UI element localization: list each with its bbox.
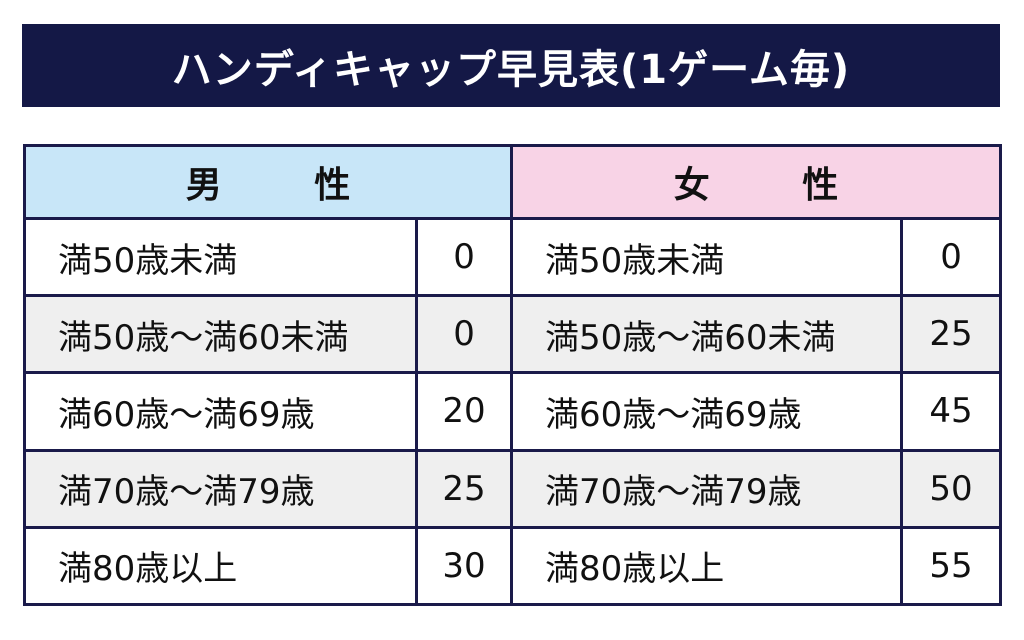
- female-handicap-value: 50: [900, 448, 1003, 529]
- table-row: 満70歳～満79歳 25 満70歳～満79歳 50: [23, 448, 1003, 529]
- female-age-label: 満60歳～満69歳: [510, 371, 904, 452]
- female-handicap-value: 55: [900, 525, 1003, 607]
- male-age-label: 満60歳～満69歳: [23, 371, 418, 452]
- male-handicap-value: 30: [414, 525, 514, 607]
- male-header: 男 性: [22, 144, 514, 220]
- table-row: 満50歳～満60未満 0 満50歳～満60未満 25: [23, 294, 1003, 375]
- male-handicap-value: 0: [414, 294, 514, 375]
- page-title: ハンディキャップ早見表(1ゲーム毎): [22, 24, 1000, 107]
- male-age-label: 満70歳～満79歳: [23, 448, 418, 529]
- female-handicap-value: 0: [900, 216, 1003, 298]
- female-handicap-value: 45: [900, 371, 1003, 452]
- male-age-label: 満50歳未満: [23, 216, 418, 298]
- handicap-table: 男 性 女 性 満50歳未満 0 満50歳未満 0 満50歳～満60未満 0 満…: [22, 144, 1003, 607]
- header-row: 男 性 女 性: [22, 144, 1003, 220]
- female-header: 女 性: [510, 144, 1003, 220]
- male-handicap-value: 25: [414, 448, 514, 529]
- female-age-label: 満50歳未満: [510, 216, 904, 298]
- female-age-label: 満70歳～満79歳: [510, 448, 904, 529]
- female-handicap-value: 25: [900, 294, 1003, 375]
- male-handicap-value: 0: [414, 216, 514, 298]
- female-age-label: 満80歳以上: [510, 525, 904, 607]
- table-row: 満80歳以上 30 満80歳以上 55: [23, 525, 1003, 607]
- table-row: 満60歳～満69歳 20 満60歳～満69歳 45: [23, 371, 1003, 452]
- male-age-label: 満50歳～満60未満: [23, 294, 418, 375]
- table-row: 満50歳未満 0 満50歳未満 0: [23, 216, 1003, 298]
- female-age-label: 満50歳～満60未満: [510, 294, 904, 375]
- male-handicap-value: 20: [414, 371, 514, 452]
- male-age-label: 満80歳以上: [23, 525, 418, 607]
